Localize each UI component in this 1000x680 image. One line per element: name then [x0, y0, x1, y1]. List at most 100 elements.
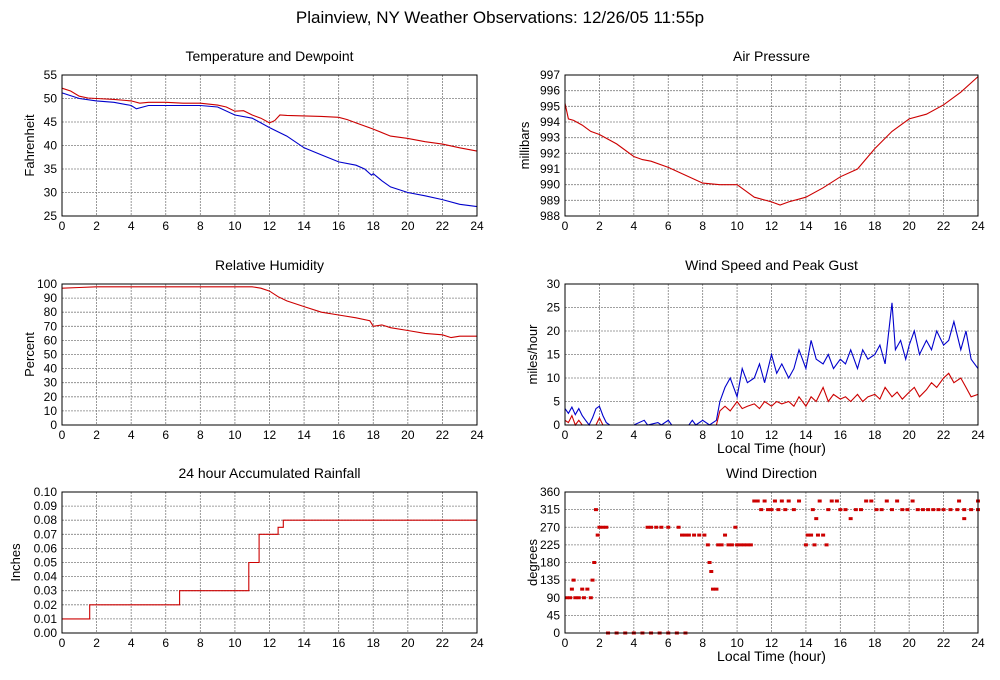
- rain-xtick-label: 20: [401, 636, 415, 650]
- temp-xtick-label: 12: [263, 219, 277, 233]
- pressure-ytick-label: 996: [540, 84, 560, 98]
- direction-point: [889, 508, 894, 512]
- direction-point: [769, 508, 774, 512]
- direction-point: [900, 508, 905, 512]
- direction-ytick-label: 270: [540, 520, 560, 534]
- direction-point: [826, 508, 831, 512]
- direction-point: [955, 508, 960, 512]
- pressure-xtick-label: 2: [596, 219, 603, 233]
- direction-xtick-label: 8: [699, 636, 706, 650]
- direction-point: [759, 508, 764, 512]
- direction-point: [884, 499, 889, 503]
- direction-point: [564, 596, 569, 600]
- direction-point: [843, 508, 848, 512]
- humidity-xtick-label: 22: [436, 428, 450, 442]
- wind-xtick-label: 12: [765, 428, 779, 442]
- direction-point: [726, 543, 731, 547]
- direction-point: [588, 596, 593, 600]
- rain-ylabel: Inches: [8, 543, 23, 582]
- direction-ytick-label: 135: [540, 573, 560, 587]
- direction-point: [597, 525, 602, 529]
- humidity-xtick-label: 14: [297, 428, 311, 442]
- direction-point: [829, 499, 834, 503]
- temp-xtick-label: 8: [197, 219, 204, 233]
- direction-point: [824, 543, 829, 547]
- direction-point: [910, 499, 915, 503]
- direction-point: [568, 596, 573, 600]
- direction-point: [714, 587, 719, 591]
- rain-ytick-label: 0.07: [34, 527, 58, 541]
- direction-point: [735, 543, 740, 547]
- direction-xtick-label: 12: [765, 636, 779, 650]
- wind-xtick-label: 10: [730, 428, 744, 442]
- direction-point: [815, 533, 820, 537]
- direction-ytick-label: 225: [540, 538, 560, 552]
- direction-xtick-label: 6: [665, 636, 672, 650]
- direction-point: [848, 517, 853, 521]
- pressure-ytick-label: 988: [540, 209, 560, 223]
- direction-point: [702, 533, 707, 537]
- temp-ytick-label: 55: [44, 68, 58, 82]
- humidity-ytick-label: 80: [44, 305, 58, 319]
- wind-xtick-label: 14: [799, 428, 813, 442]
- pressure-ytick-label: 993: [540, 131, 560, 145]
- direction-point: [581, 596, 586, 600]
- direction-ytick-label: 360: [540, 485, 560, 499]
- wind-series-1-line: [564, 372, 979, 427]
- direction-point: [962, 517, 967, 521]
- direction-point: [590, 578, 595, 582]
- humidity-xtick-label: 16: [332, 428, 346, 442]
- direction-point: [707, 561, 712, 564]
- direction-point: [838, 508, 843, 512]
- direction-xtick-label: 18: [868, 636, 882, 650]
- direction-xtick-label: 2: [596, 636, 603, 650]
- temp-plot-frame: [61, 74, 478, 217]
- rain-xtick-label: 10: [228, 636, 242, 650]
- direction-title: Wind Direction: [726, 465, 817, 481]
- temp-xtick-label: 0: [59, 219, 66, 233]
- direction-point: [809, 533, 814, 537]
- pressure-ytick-label: 995: [540, 99, 560, 113]
- direction-point: [858, 508, 863, 512]
- humidity-xtick-label: 6: [162, 428, 169, 442]
- pressure-xtick-label: 22: [937, 219, 951, 233]
- direction-point: [569, 587, 574, 591]
- wind-title: Wind Speed and Peak Gust: [685, 257, 858, 273]
- temp-xtick-label: 10: [228, 219, 242, 233]
- rain-ytick-label: 0.03: [34, 584, 58, 598]
- direction-point: [697, 533, 702, 537]
- pressure-series-0-line: [564, 76, 979, 206]
- humidity-xtick-label: 4: [128, 428, 135, 442]
- humidity-xtick-label: 10: [228, 428, 242, 442]
- direction-xlabel: Local Time (hour): [717, 648, 826, 664]
- direction-point: [864, 499, 869, 503]
- direction-ytick-label: 45: [547, 608, 561, 622]
- temp-ytick-label: 35: [44, 162, 58, 176]
- wind-ytick-label: 5: [553, 395, 560, 409]
- pressure-plot-frame: [564, 74, 979, 217]
- temp-xtick-label: 14: [297, 219, 311, 233]
- direction-point: [762, 499, 767, 503]
- pressure-xtick-label: 6: [665, 219, 672, 233]
- rain-plot-frame: [61, 491, 478, 634]
- humidity-xtick-label: 18: [367, 428, 381, 442]
- humidity-ylabel: Percent: [22, 332, 37, 377]
- direction-xtick-label: 20: [902, 636, 916, 650]
- direction-point: [733, 525, 738, 529]
- direction-point: [853, 508, 858, 512]
- wind-series-0-line: [564, 302, 979, 427]
- direction-point: [729, 543, 734, 547]
- humidity-ytick-label: 100: [37, 277, 57, 291]
- humidity-series-0-line: [61, 286, 477, 339]
- direction-point: [748, 543, 753, 547]
- pressure-ytick-label: 997: [540, 68, 560, 82]
- rain-xtick-label: 0: [59, 636, 66, 650]
- rain-xtick-label: 16: [332, 636, 346, 650]
- humidity-ytick-label: 70: [44, 319, 58, 333]
- wind-ytick-label: 15: [547, 348, 561, 362]
- direction-point: [948, 508, 953, 512]
- pressure-ytick-label: 991: [540, 162, 560, 176]
